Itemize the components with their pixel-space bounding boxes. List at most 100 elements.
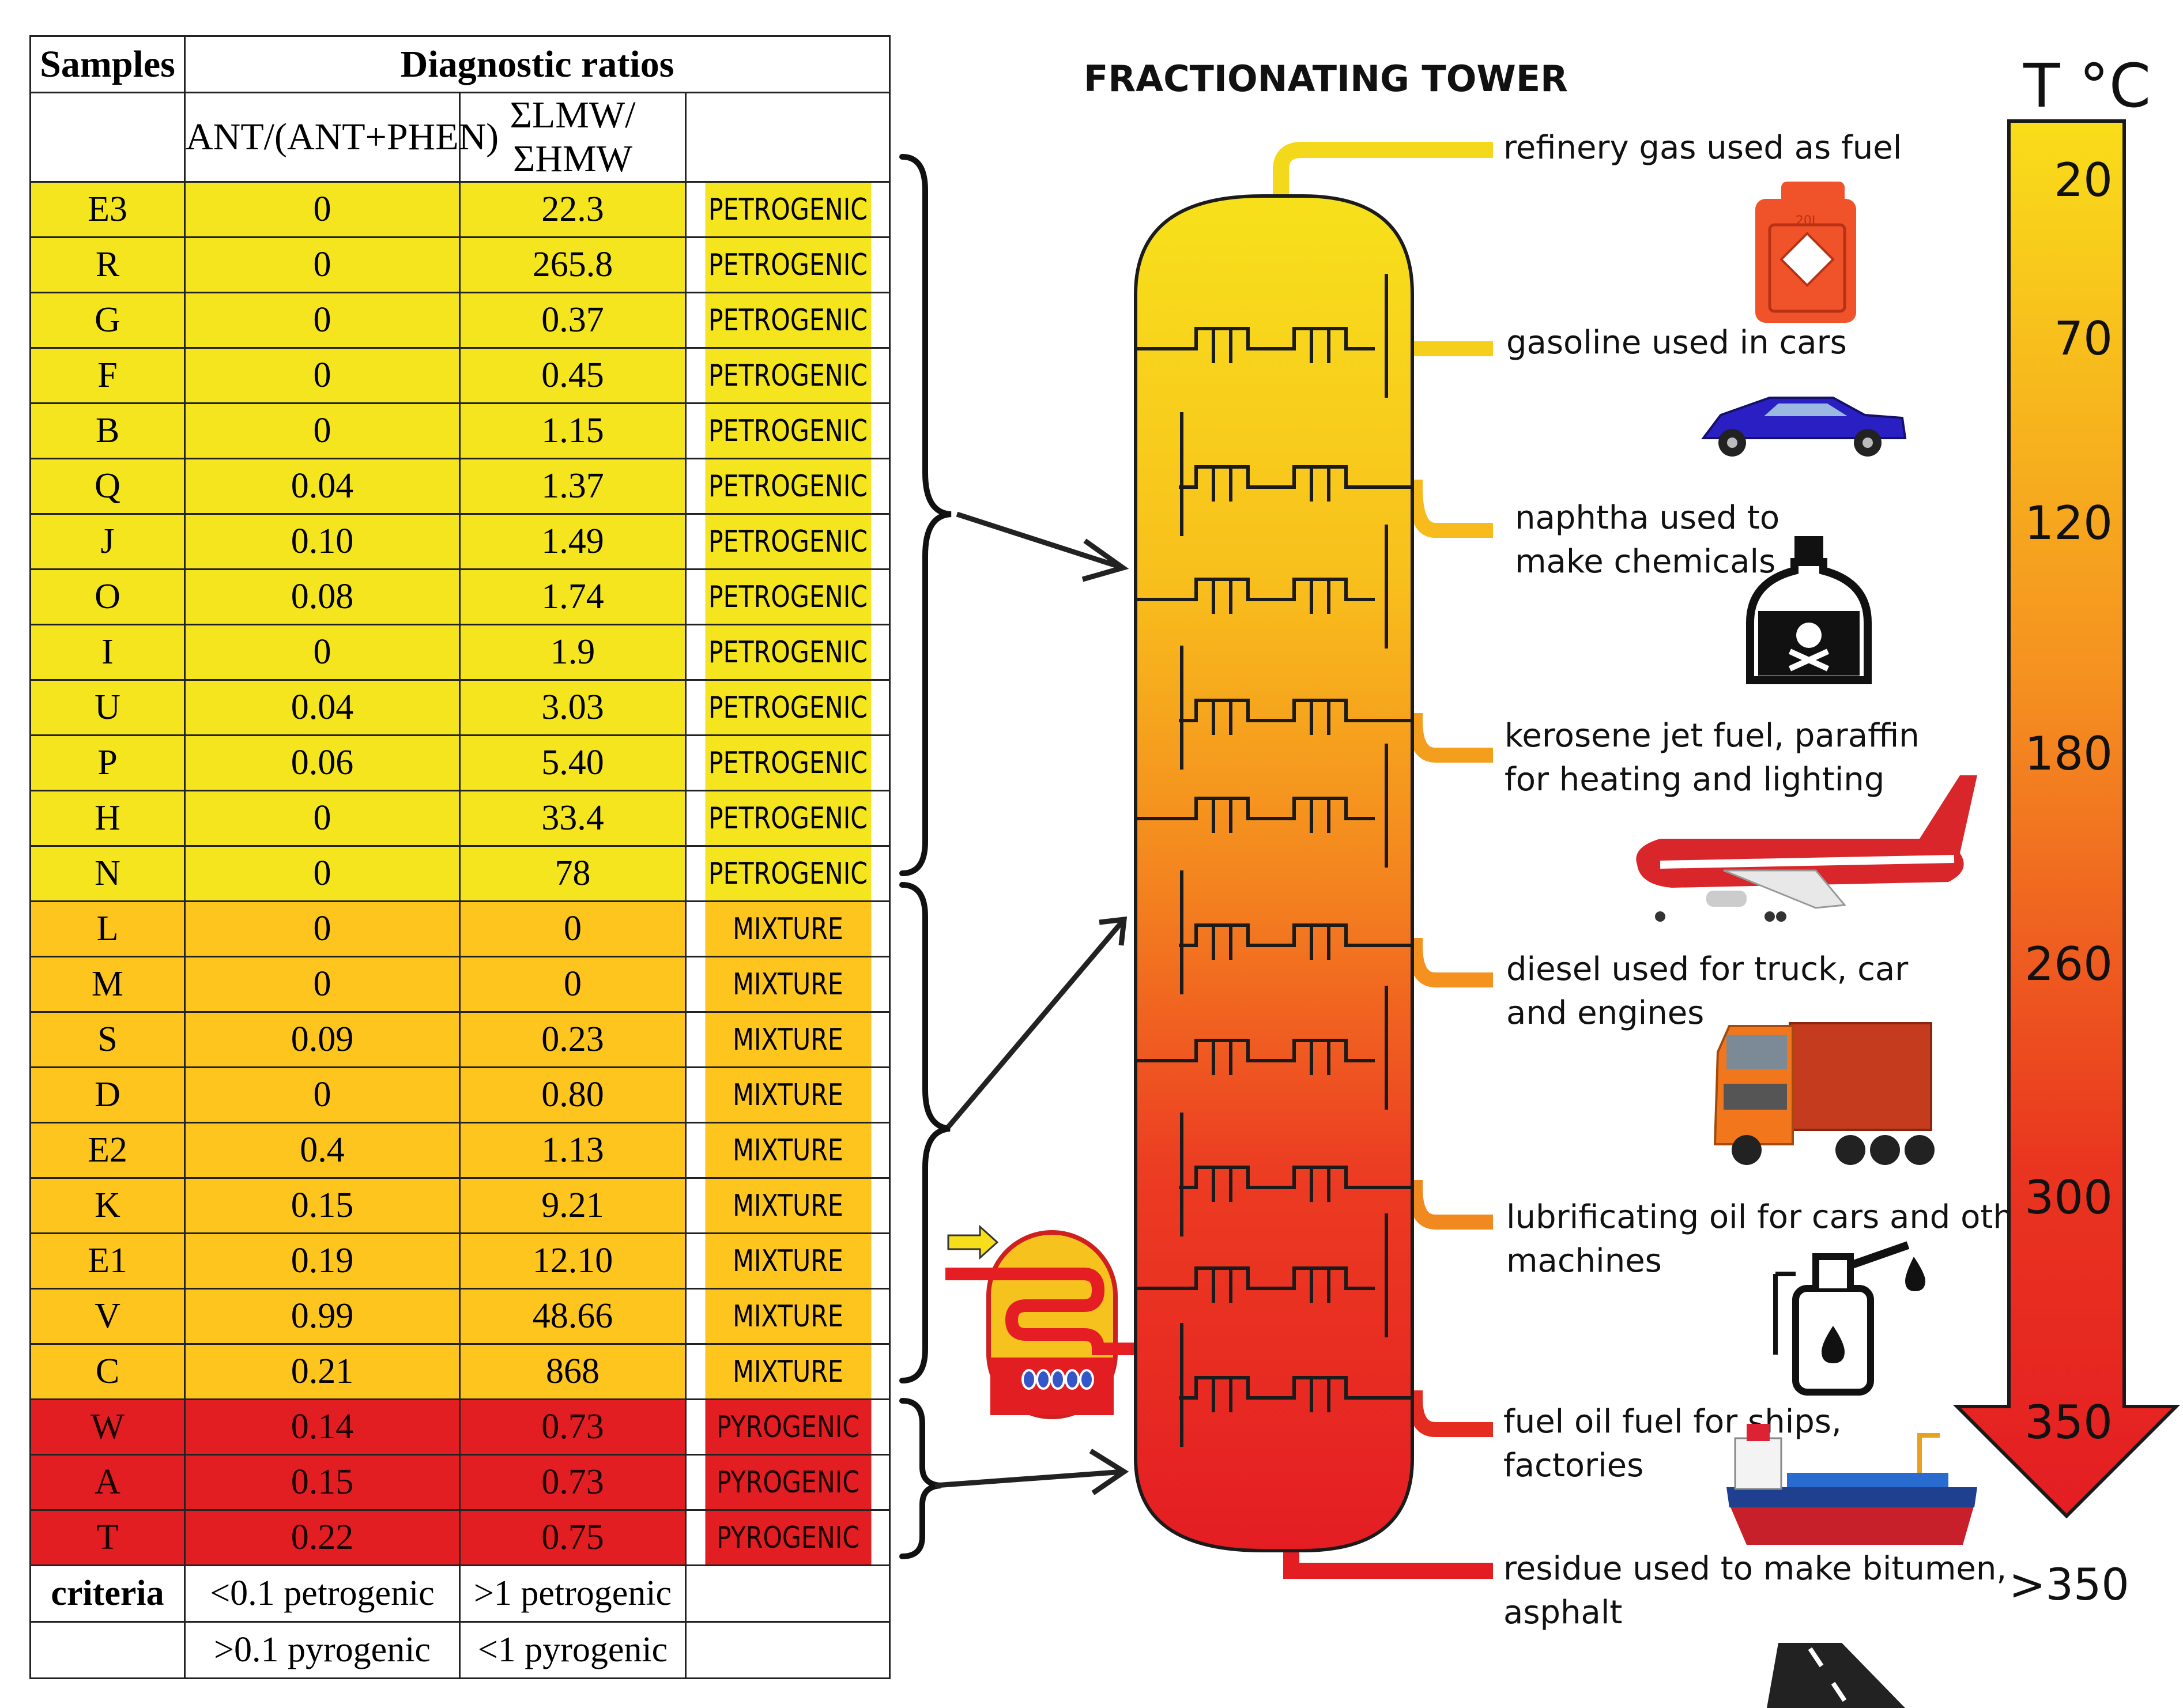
lube-oil-pipe	[1398, 1180, 1493, 1230]
furnace-base	[990, 1358, 1114, 1415]
lmw-hmw-cell: 0.73	[459, 1398, 687, 1456]
temperature-scale: T °C 20 70 120 180 260 300 350 >350	[1952, 51, 2181, 1610]
criteria-ant-pyrogenic: >0.1 pyrogenic	[184, 1621, 461, 1679]
source-class-cell: PETROGENIC	[703, 734, 872, 791]
table-row: V 0.99 48.66 MIXTURE	[29, 1288, 890, 1345]
lmw-hmw-cell: 868	[459, 1343, 687, 1400]
mixture-arrow	[946, 918, 1126, 1129]
temperature-title: T °C	[2023, 51, 2151, 121]
sample-cell: E1	[29, 1232, 186, 1290]
sample-cell: R	[29, 236, 186, 293]
lmw-hmw-cell: 0.23	[459, 1011, 687, 1068]
lmw-hmw-cell: 0.75	[459, 1509, 687, 1566]
subheader-empty-class	[685, 92, 891, 183]
lmw-hmw-cell: 33.4	[459, 790, 687, 847]
source-class-cell: MIXTURE	[703, 1343, 872, 1400]
table-row: M 0 0 MIXTURE	[29, 956, 890, 1013]
criteria-lmw-pyrogenic: <1 pyrogenic	[459, 1621, 687, 1679]
feed-arrow-icon	[947, 1224, 999, 1260]
diagnostic-table-wrapper: Samples Diagnostic ratios ANT/(ANT+PHEN)…	[29, 35, 891, 1684]
table-row: O 0.08 1.74 PETROGENIC	[29, 568, 890, 625]
source-class-cell: PETROGENIC	[703, 292, 872, 349]
sample-cell: T	[29, 1509, 186, 1566]
criteria-lmw-petrogenic: >1 petrogenic	[459, 1564, 687, 1623]
product-label-line: lubrificating oil for cars and other	[1506, 1198, 2047, 1236]
source-class-cell: PETROGENIC	[703, 845, 872, 902]
criteria-row: >0.1 pyrogenic <1 pyrogenic	[29, 1621, 891, 1679]
source-class-cell: PETROGENIC	[703, 568, 872, 625]
source-class-cell: PETROGENIC	[703, 679, 872, 736]
product-label-line: naphtha used to	[1515, 499, 1779, 537]
sample-cell: O	[29, 568, 186, 625]
sample-cell: U	[29, 679, 186, 736]
source-class-cell: MIXTURE	[703, 900, 872, 957]
source-class-cell: MIXTURE	[703, 1066, 872, 1123]
ship-icon	[1726, 1424, 1977, 1545]
temperature-tick: 300	[2024, 1171, 2113, 1224]
temperature-tick: 120	[2024, 496, 2113, 550]
sample-cell: H	[29, 790, 186, 847]
product-label-line: residue used to make bitumen,	[1503, 1550, 2007, 1588]
source-class-cell: PETROGENIC	[703, 236, 872, 293]
tower-tray	[1179, 1113, 1411, 1236]
ant-phen-cell: 0	[184, 790, 461, 847]
tower-pipes	[1273, 142, 1493, 1579]
source-class-cell: MIXTURE	[703, 1177, 872, 1234]
ant-phen-cell: 0.14	[184, 1398, 461, 1456]
petrogenic-arrow	[956, 511, 1124, 571]
top-gas-pipe	[1273, 142, 1493, 196]
lmw-hmw-cell: 0.80	[459, 1066, 687, 1123]
table-row: D 0 0.80 MIXTURE	[29, 1066, 890, 1123]
truck-icon	[1713, 1022, 1935, 1165]
poison-bottle-icon	[1746, 536, 1872, 684]
lmw-hmw-cell: 0	[459, 956, 687, 1013]
ant-phen-header: ANT/(ANT+PHEN)	[184, 92, 499, 183]
tower-title: FRACTIONATING TOWER	[1084, 58, 1568, 100]
furnace-coil	[945, 1268, 1147, 1355]
lmw-hmw-cell: 1.74	[459, 568, 687, 625]
sample-cell: G	[29, 292, 186, 349]
lmw-hmw-cell: 12.10	[459, 1232, 687, 1290]
ant-phen-cell: 0	[184, 845, 461, 902]
lmw-hmw-cell: 1.15	[459, 402, 687, 459]
braces	[899, 154, 952, 1559]
source-class-cell: MIXTURE	[703, 1011, 872, 1068]
source-class-cell: MIXTURE	[703, 956, 872, 1013]
lmw-hmw-cell: 1.9	[459, 624, 687, 681]
lmw-hmw-cell: 0	[459, 900, 687, 957]
lmw-hmw-cell: 1.49	[459, 513, 687, 570]
sample-cell: J	[29, 513, 186, 570]
sample-cell: V	[29, 1288, 186, 1345]
criteria-label: criteria	[29, 1564, 186, 1623]
product-label-line: make chemicals	[1515, 543, 1775, 580]
sample-cell: F	[29, 347, 186, 404]
source-class-cell: MIXTURE	[703, 1288, 872, 1345]
table-row: G 0 0.37 PETROGENIC	[29, 292, 890, 349]
source-class-cell: PETROGENIC	[703, 347, 872, 404]
furnace-heater	[945, 1224, 1147, 1419]
ant-phen-cell: 0.10	[184, 513, 461, 570]
table-row: P 0.06 5.40 PETROGENIC	[29, 734, 890, 791]
pyrogenic-brace	[899, 1398, 941, 1559]
lmw-hmw-cell: 0.37	[459, 292, 687, 349]
product-label-line: asphalt	[1503, 1594, 1622, 1631]
table-row: S 0.09 0.23 MIXTURE	[29, 1011, 890, 1068]
ant-phen-cell: 0.09	[184, 1011, 461, 1068]
sample-cell: N	[29, 845, 186, 902]
source-class-cell: PETROGENIC	[703, 513, 872, 570]
temperature-tick: 260	[2024, 937, 2113, 991]
mixture-arrowhead	[1099, 916, 1128, 946]
table-row: H 0 33.4 PETROGENIC	[29, 790, 890, 847]
mixture-brace	[899, 882, 951, 1383]
oil-can-icon	[1773, 1241, 1925, 1396]
table-row: N 0 78 PETROGENIC	[29, 845, 890, 902]
criteria-empty	[29, 1621, 186, 1679]
airplane-icon	[1636, 775, 1977, 922]
source-class-cell: PETROGENIC	[703, 402, 872, 459]
sample-cell: Q	[29, 458, 186, 515]
sample-cell: I	[29, 624, 186, 681]
ant-phen-cell: 0	[184, 402, 461, 459]
temperature-tick: 20	[2054, 153, 2113, 207]
tower-tray	[1179, 870, 1411, 994]
